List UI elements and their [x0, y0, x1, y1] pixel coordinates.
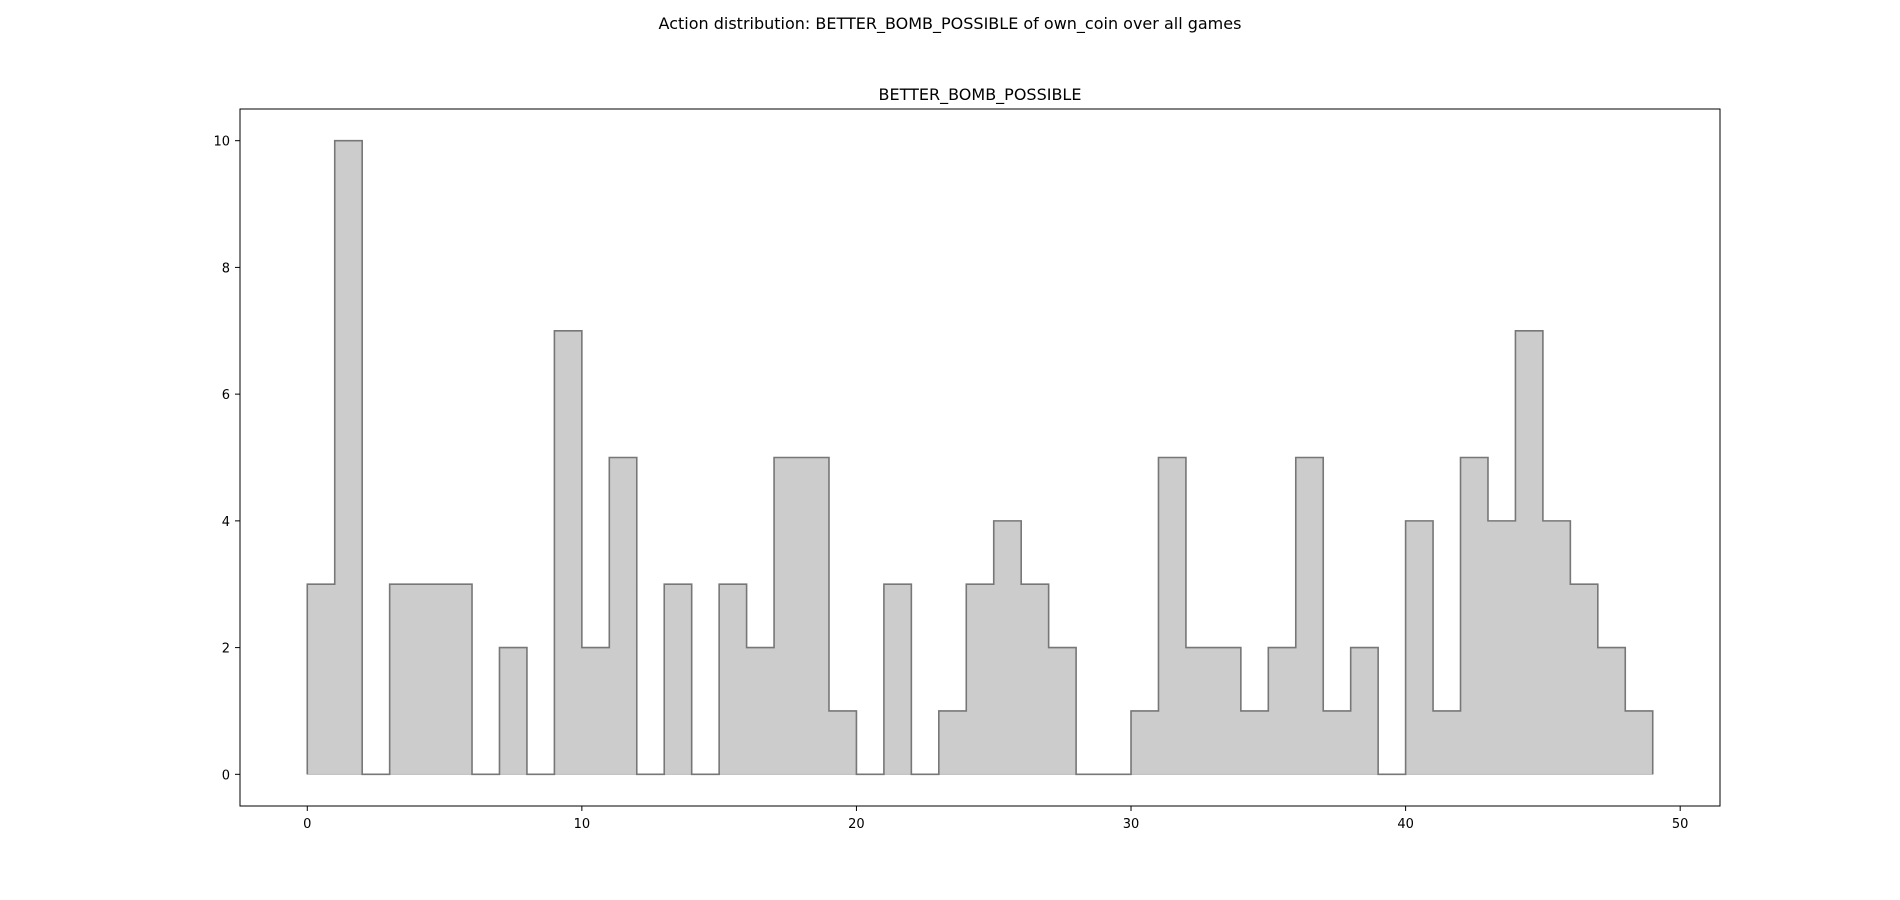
chart-title: BETTER_BOMB_POSSIBLE — [879, 85, 1082, 105]
histogram-bin — [1433, 711, 1460, 774]
histogram-fill — [307, 140, 1653, 775]
x-tick-label: 0 — [303, 817, 311, 832]
histogram-bin — [307, 584, 334, 774]
histogram-bin — [994, 521, 1021, 774]
x-tick-label: 30 — [1123, 817, 1140, 832]
histogram-bin — [966, 584, 993, 774]
histogram-bin — [1049, 648, 1076, 775]
histogram-bin — [1131, 711, 1158, 774]
y-tick-label: 10 — [213, 135, 230, 150]
histogram-bin — [939, 711, 966, 774]
histogram-bin — [1021, 584, 1048, 774]
histogram-bin — [719, 584, 746, 774]
axes-frame — [239, 108, 1721, 807]
histogram-bin — [1543, 521, 1570, 774]
y-tick-label: 2 — [222, 642, 230, 657]
histogram-bin — [1488, 521, 1515, 774]
histogram-bin — [664, 584, 691, 774]
histogram-bin — [1241, 711, 1268, 774]
y-tick-label: 4 — [222, 515, 230, 530]
histogram-bin — [1323, 711, 1350, 774]
y-tick-label: 8 — [222, 261, 230, 276]
histogram-bin — [1625, 711, 1652, 774]
histogram-bin — [554, 331, 581, 775]
histogram-bin — [802, 458, 829, 775]
y-axis: 0 2 4 6 8 10 — [213, 135, 240, 783]
histogram-bin — [747, 648, 774, 775]
histogram-outline — [306, 139, 1654, 776]
histogram-bin — [1158, 458, 1185, 775]
histogram-bin — [390, 584, 417, 774]
histogram-bin — [445, 584, 472, 774]
histogram-bin — [582, 648, 609, 775]
histogram-bin — [1213, 648, 1240, 775]
histogram-bin — [1406, 521, 1433, 774]
x-tick-label: 20 — [848, 817, 865, 832]
histogram-bin — [1515, 331, 1542, 775]
x-tick-label: 50 — [1672, 817, 1689, 832]
histogram-bin — [1570, 584, 1597, 774]
histogram-bin — [1598, 648, 1625, 775]
plot-area — [306, 139, 1654, 776]
figure-title: Action distribution: BETTER_BOMB_POSSIBL… — [658, 14, 1242, 33]
histogram-bin — [774, 458, 801, 775]
histogram-bin — [1186, 648, 1213, 775]
x-tick-label: 40 — [1397, 817, 1414, 832]
histogram-bin — [884, 584, 911, 774]
x-axis: 0 10 20 30 40 50 — [303, 806, 1688, 832]
y-tick-label: 6 — [222, 388, 230, 403]
x-tick-label: 10 — [574, 817, 591, 832]
y-tick-label: 0 — [222, 768, 230, 783]
histogram-bin — [1351, 648, 1378, 775]
histogram-bin — [499, 648, 526, 775]
histogram-bin — [1461, 458, 1488, 775]
histogram-bin — [1268, 648, 1295, 775]
histogram-bin — [335, 141, 362, 775]
histogram-bin — [417, 584, 444, 774]
histogram-bin — [609, 458, 636, 775]
histogram-bin — [829, 711, 856, 774]
histogram-bin — [1296, 458, 1323, 775]
